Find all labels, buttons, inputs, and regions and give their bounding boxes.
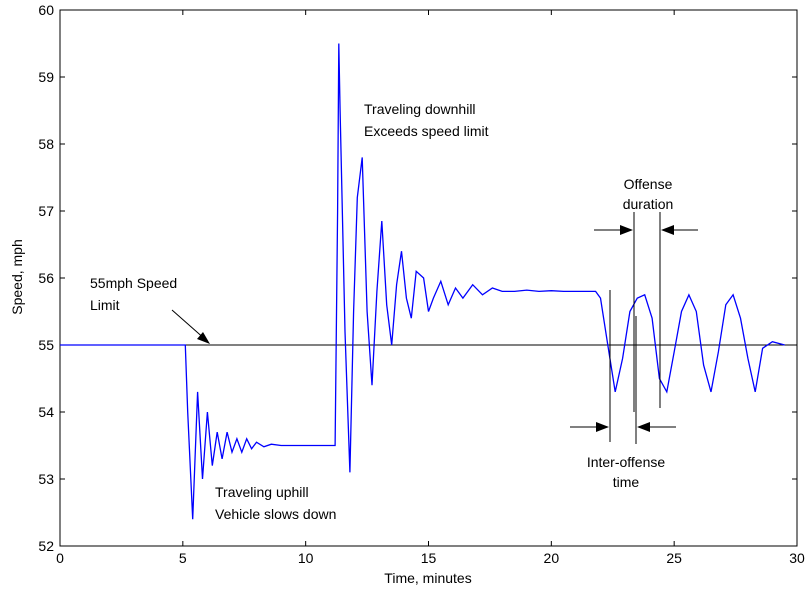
annotation-offense-duration: Offense duration (594, 176, 698, 412)
y-tick-label: 58 (38, 136, 54, 152)
annotation-downhill: Traveling downhill Exceeds speed limit (364, 101, 489, 139)
plot-area (59, 9, 798, 547)
offense-left-arrow-head (620, 225, 633, 235)
annotation-downhill-line2: Exceeds speed limit (364, 123, 489, 139)
y-tick-label: 53 (38, 471, 54, 487)
y-tick-label: 60 (38, 2, 54, 18)
x-tick-label: 30 (789, 550, 805, 566)
annotation-inter-offense: Inter-offense time (570, 290, 676, 490)
x-tick-label: 5 (179, 550, 187, 566)
x-tick-label: 15 (421, 550, 437, 566)
speed-limit-arrow-shaft (171, 309, 207, 341)
x-tick-label: 25 (666, 550, 682, 566)
y-tick-label: 55 (38, 337, 54, 353)
annotation-speed-limit-line2: Limit (90, 297, 120, 313)
y-tick-label: 52 (38, 538, 54, 554)
x-tick-label: 20 (544, 550, 560, 566)
annotation-speed-limit: 55mph Speed Limit (90, 275, 210, 344)
annotation-downhill-line1: Traveling downhill (364, 101, 476, 117)
y-tick-label: 54 (38, 404, 54, 420)
speed-series-line (60, 43, 785, 520)
annotation-uphill-line2: Vehicle slows down (215, 506, 336, 522)
annotation-uphill: Traveling uphill Vehicle slows down (215, 484, 336, 522)
y-axis-label: Speed, mph (9, 239, 25, 315)
annotation-inter-offense-line2: time (613, 474, 640, 490)
y-tick-label: 57 (38, 203, 54, 219)
axis-ticks: 0 5 10 15 20 25 30 52 53 54 55 56 57 58 59 60 (38, 2, 805, 566)
speed-limit-arrow-head (197, 332, 210, 344)
annotation-offense-line2: duration (623, 196, 674, 212)
annotation-speed-limit-line1: 55mph Speed (90, 275, 177, 291)
x-tick-label: 10 (298, 550, 314, 566)
x-axis-label: Time, minutes (384, 570, 471, 586)
offense-right-arrow-head (661, 225, 674, 235)
annotation-uphill-line1: Traveling uphill (215, 484, 309, 500)
x-tick-label: 0 (56, 550, 64, 566)
annotation-inter-offense-line1: Inter-offense (587, 454, 666, 470)
y-tick-label: 59 (38, 69, 54, 85)
y-tick-label: 56 (38, 270, 54, 286)
inter-offense-left-arrow-head (596, 422, 609, 432)
inter-offense-right-arrow-head (637, 422, 650, 432)
annotation-offense-line1: Offense (624, 176, 673, 192)
